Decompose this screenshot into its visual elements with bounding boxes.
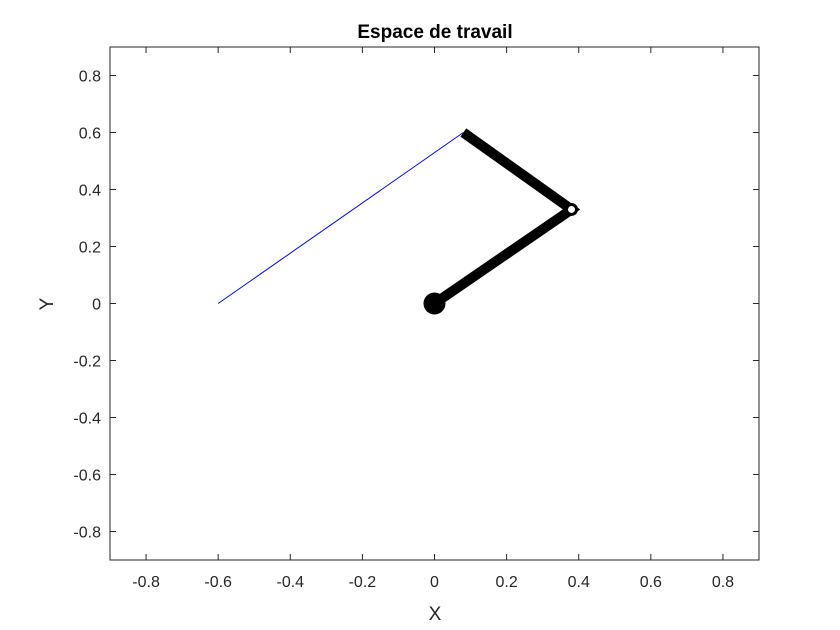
x-tick-label: 0.6 (640, 574, 662, 591)
chart-title: Espace de travail (357, 22, 512, 43)
y-tick-label: -0.8 (73, 525, 101, 542)
x-tick-label: -0.6 (204, 574, 232, 591)
x-tick-label: 0.4 (568, 574, 590, 591)
x-tick-label: -0.8 (132, 574, 160, 591)
x-tick-label: -0.2 (349, 574, 377, 591)
y-tick-label: 0.2 (79, 240, 101, 257)
x-axis-label: X (429, 604, 442, 625)
trajectory-line (217, 132, 464, 304)
x-tick-label: 0.2 (495, 574, 517, 591)
y-tick-label: 0.6 (79, 126, 101, 143)
x-tick-label: -0.4 (276, 574, 304, 591)
elbow-joint-marker (565, 202, 579, 216)
x-tick-label: 0.8 (712, 574, 734, 591)
data-layer (217, 128, 581, 315)
tick-group: -0.8 -0.6 -0.4 -0.2 0 0.2 0.4 0.6 0.8 -0.8 -0.6 -0.… (73, 47, 759, 591)
y-tick-label: 0 (92, 297, 101, 314)
base-joint-marker (423, 292, 446, 315)
y-tick-label: -0.6 (73, 468, 101, 485)
y-tick-label: -0.4 (73, 411, 101, 428)
x-tick-label: 0 (430, 574, 439, 591)
y-tick-label: 0.8 (79, 69, 101, 86)
y-tick-label: 0.4 (79, 183, 101, 200)
y-axis-label: Y (37, 297, 58, 310)
y-tick-label: -0.2 (73, 354, 101, 371)
